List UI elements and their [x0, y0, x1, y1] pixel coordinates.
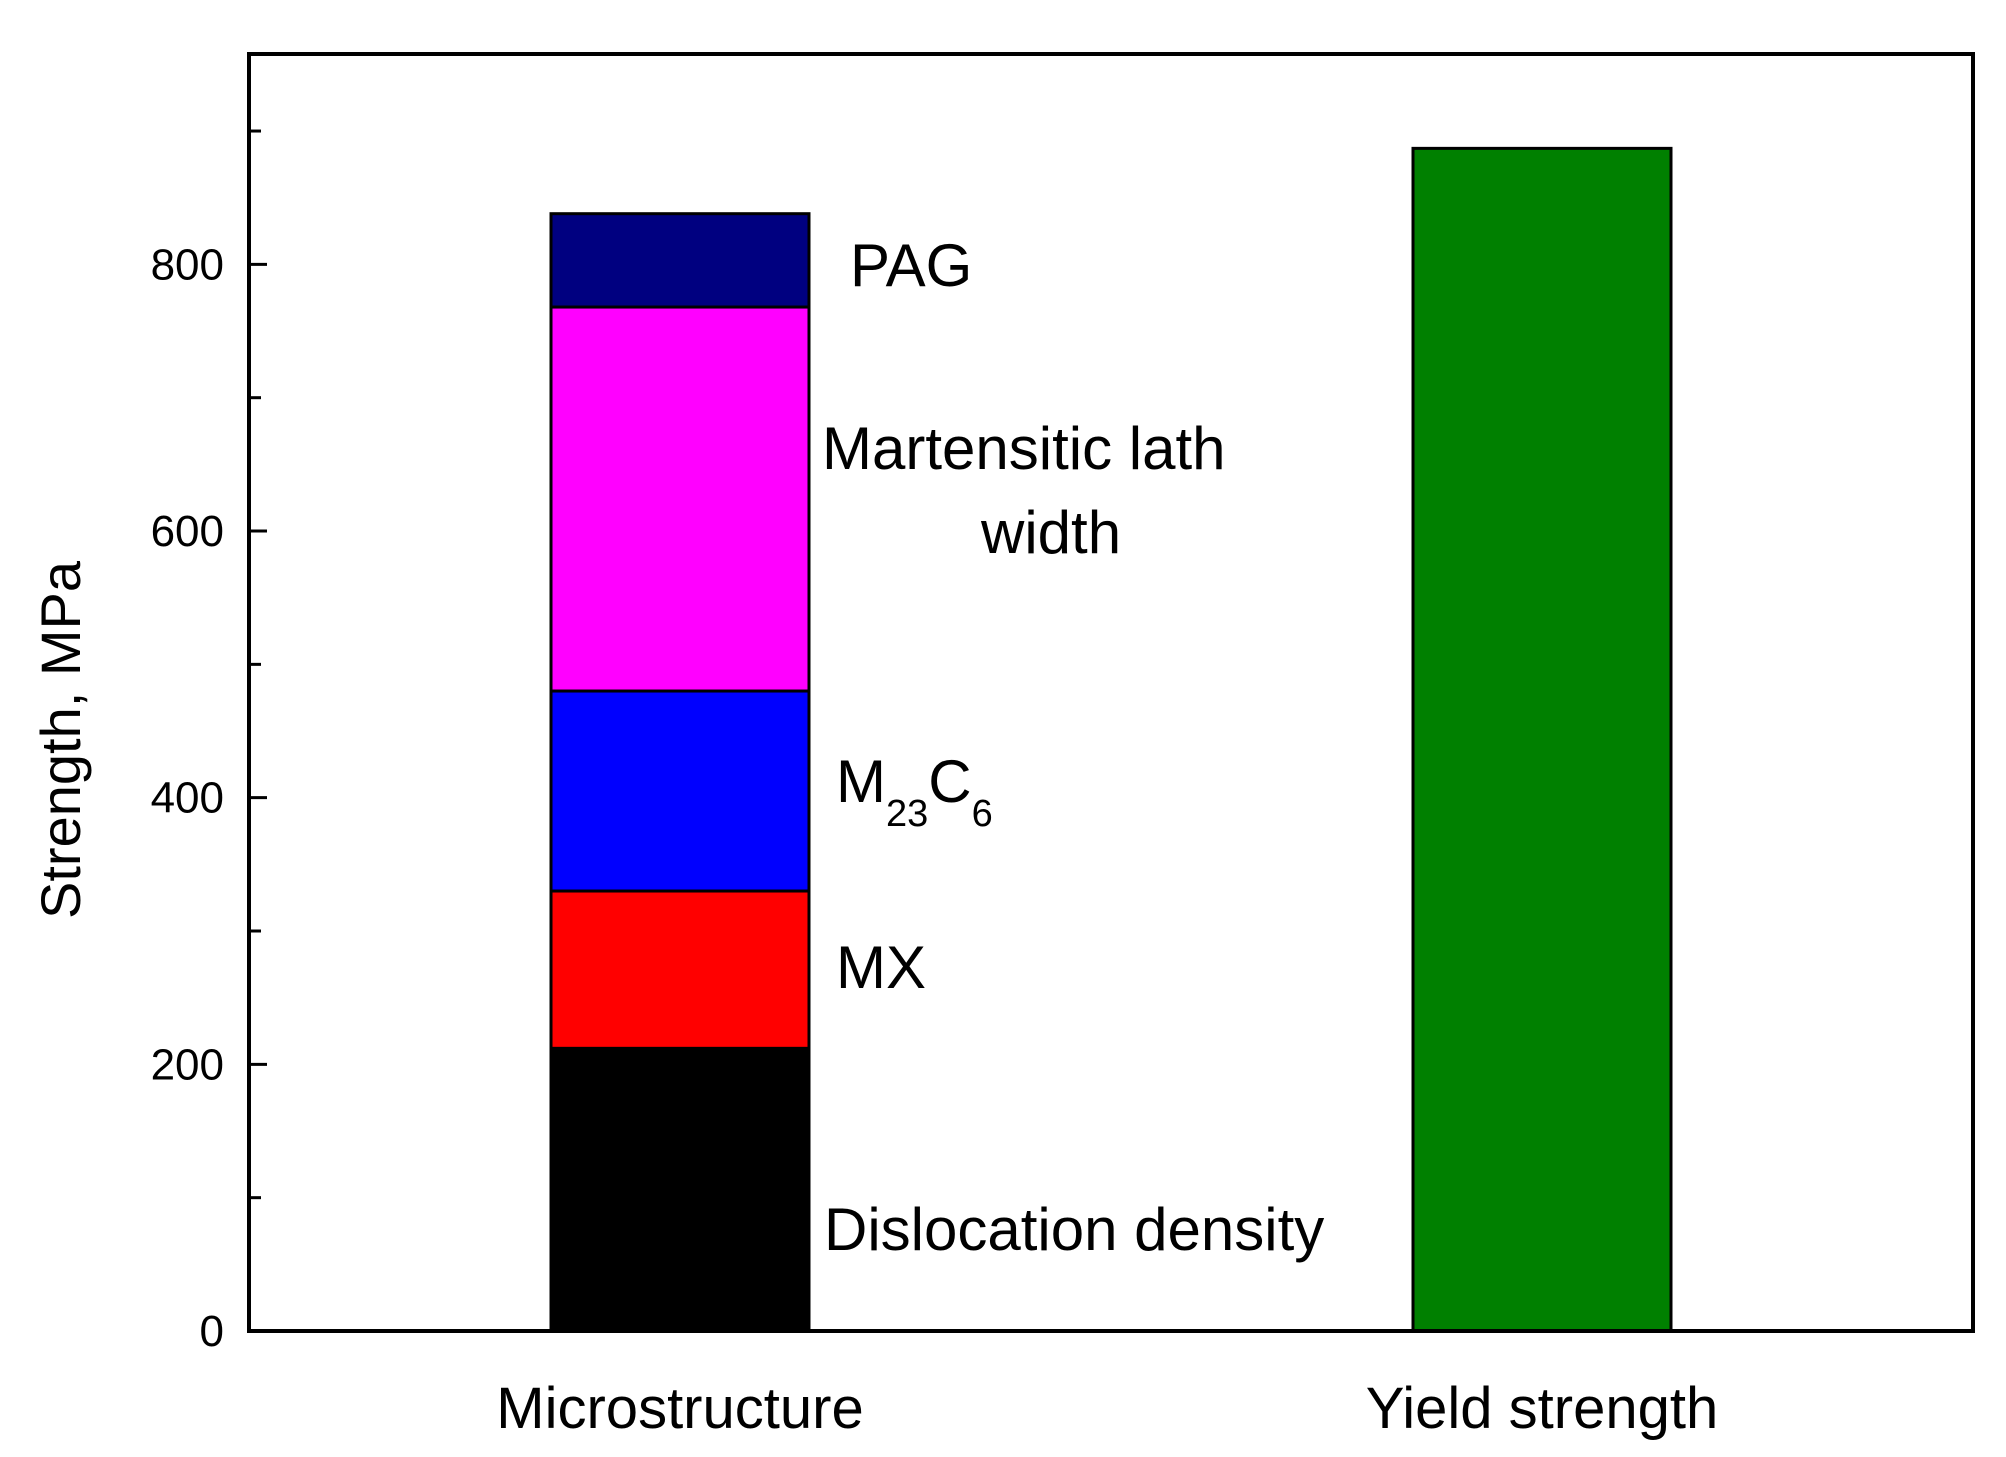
- annotation-pag: PAG: [850, 232, 972, 299]
- bar-segment-yield-strength: [1411, 146, 1673, 1333]
- plot-frame: [247, 52, 1975, 1333]
- annotation-m23c6-sub2: 6: [972, 793, 993, 835]
- y-tick-label-400: 400: [151, 774, 224, 823]
- x-tick-label-microstructure: Microstructure: [496, 1376, 863, 1441]
- x-tick-label-yield-strength: Yield strength: [1366, 1376, 1719, 1441]
- annotation-dislocation: Dislocation density: [824, 1196, 1324, 1263]
- y-axis-title: Strength, MPa: [29, 560, 92, 919]
- y-tick-label-0: 0: [200, 1307, 224, 1356]
- annotation-m23c6-sub1: 23: [886, 793, 928, 835]
- annotation-mx: MX: [836, 934, 926, 1001]
- annotation-m23c6: M23C6: [836, 748, 993, 835]
- y-tick-label-200: 200: [151, 1040, 224, 1089]
- axes-layer: Microstructure Yield strength 0 200 400 600 80…: [151, 129, 1719, 1441]
- bar-segment-dislocation-density: [549, 1046, 811, 1333]
- y-tick-label-800: 800: [151, 240, 224, 289]
- annotation-m23c6-c: C: [928, 748, 971, 815]
- y-tick-label-600: 600: [151, 507, 224, 556]
- bar-segment-martensitic-lath-width: [549, 305, 811, 693]
- bars-layer: [549, 146, 1673, 1333]
- annotation-lath-line2: width: [980, 499, 1121, 566]
- annotation-m23c6-m: M: [836, 748, 886, 815]
- bar-segment-mx: [549, 889, 811, 1050]
- bar-segment-m23c6: [549, 689, 811, 893]
- bar-segment-pag: [549, 212, 811, 309]
- annotation-lath-line1: Martensitic lath: [822, 415, 1225, 482]
